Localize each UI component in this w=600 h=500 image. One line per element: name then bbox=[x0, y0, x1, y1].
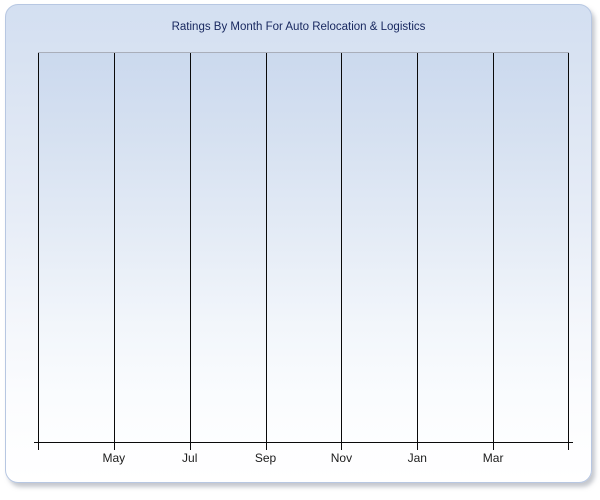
x-axis-tick bbox=[265, 443, 267, 450]
gridline bbox=[113, 53, 115, 443]
x-axis-tick bbox=[189, 443, 191, 450]
x-axis-tick bbox=[493, 443, 495, 450]
gridline bbox=[493, 53, 495, 443]
gridline bbox=[417, 53, 419, 443]
gridline bbox=[38, 53, 39, 443]
x-axis-tick-label: Jan bbox=[407, 451, 427, 465]
x-axis-ticks bbox=[38, 443, 569, 450]
gridline bbox=[189, 53, 191, 443]
gridline bbox=[341, 53, 343, 443]
x-axis-line bbox=[34, 442, 573, 443]
plot-area bbox=[38, 52, 569, 443]
x-axis-tick-label: May bbox=[102, 451, 126, 465]
gridline bbox=[568, 53, 569, 443]
x-axis-tick-label: Nov bbox=[330, 451, 353, 465]
x-axis-tick-label: Mar bbox=[482, 451, 504, 465]
x-axis-tick-label: Jul bbox=[182, 451, 198, 465]
x-axis-labels: May Jul Sep Nov Jan Mar bbox=[38, 451, 569, 467]
x-axis-tick bbox=[417, 443, 419, 450]
gridline bbox=[265, 53, 267, 443]
x-axis-tick-label: Sep bbox=[254, 451, 277, 465]
chart-panel: Ratings By Month For Auto Relocation & L… bbox=[5, 4, 592, 483]
x-axis-tick bbox=[568, 443, 569, 450]
x-axis-tick bbox=[341, 443, 343, 450]
chart-title: Ratings By Month For Auto Relocation & L… bbox=[171, 21, 426, 33]
x-axis-tick bbox=[113, 443, 115, 450]
x-axis-tick bbox=[38, 443, 39, 450]
